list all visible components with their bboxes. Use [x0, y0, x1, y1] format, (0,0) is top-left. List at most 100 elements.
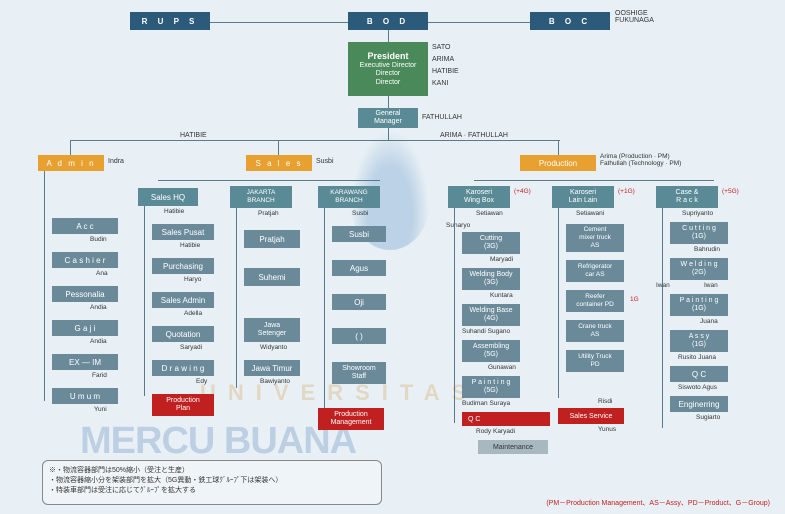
sales-admin: Sales Admin — [152, 292, 214, 308]
case-g: (+5G) — [722, 188, 739, 195]
kar-oji: Oji — [332, 294, 386, 310]
sales-admin-n: Adella — [184, 310, 202, 317]
admin-umum: U m u m — [52, 388, 118, 404]
president-l3: Director — [376, 70, 401, 78]
box-president: President Executive Director Director Di… — [348, 42, 428, 96]
jakarta-pratjah: Pratjah — [244, 230, 300, 248]
wing-sub: Sunaryo — [446, 222, 470, 229]
admin-exim: EX — IM — [52, 354, 118, 370]
line-prod-v — [558, 140, 559, 155]
lain-cement: Cement mixer truck AS — [566, 224, 624, 252]
sales-quot-n: Saryadi — [180, 344, 202, 351]
president-l4: Director — [376, 79, 401, 87]
lain-side: 1G — [630, 296, 639, 303]
karawang-branch: KARAWANG BRANCH — [318, 186, 380, 208]
case-cut: C u t t i n g (1G) — [670, 222, 728, 244]
sales-quot: Quotation — [152, 326, 214, 342]
line-admin-v — [70, 140, 71, 155]
sales-service-n: Yunus — [598, 426, 616, 433]
kar-agus: Agus — [332, 260, 386, 276]
lain-refrig: Refrigerator car AS — [566, 260, 624, 282]
sales-prodplan: Production Plan — [152, 394, 214, 416]
admin-umum-n: Yuni — [94, 406, 107, 413]
label-kani: KANI — [432, 80, 448, 87]
sales-draw-n: Edy — [196, 378, 207, 385]
box-admin: A d m i n — [38, 155, 104, 171]
jakarta-timur-n: Bawiyanto — [260, 378, 290, 385]
line-admin-col — [44, 171, 45, 401]
jakarta-suhemi: Suhemi — [244, 268, 300, 286]
prod-mgmt: Production Management — [318, 408, 384, 430]
line-saleshq-col — [144, 206, 145, 396]
line-sales-v — [278, 140, 279, 155]
lain-box: Karoseri Lain Lain — [552, 186, 614, 208]
lain-n: Setiawani — [576, 210, 604, 217]
lain-reefer: Reefer container PD — [566, 290, 624, 312]
box-gm: General Manager — [358, 108, 418, 128]
sales-draw: D r a w i n g — [152, 360, 214, 376]
case-qc: Q C — [670, 366, 728, 382]
label-gm-name: FATHULLAH — [422, 114, 462, 121]
case-box: Case & R a c k — [656, 186, 718, 208]
label-hatibie-line: HATIBIE — [180, 132, 207, 139]
footnote-box: ※・物流容器部門は50%縮小（受注と生産） ・物流容器縮小分を架装部門を拡大（5… — [42, 460, 382, 505]
wing-n: Setiawan — [476, 210, 503, 217]
admin-acc: A c c — [52, 218, 118, 234]
wing-weldbase-n: Suhandi Sugano — [462, 328, 510, 335]
admin-pess: Pessonalia — [52, 286, 118, 302]
label-iwan: Iwan — [656, 282, 670, 289]
kar-showroom: Showroom Staff — [332, 362, 386, 384]
label-arima: ARIMA — [432, 56, 454, 63]
case-cut-n: Bahrudin — [694, 246, 720, 253]
label-admin-head: Indra — [108, 158, 124, 165]
case-eng: Enginerring — [670, 396, 728, 412]
sales-hq: Sales HQ — [138, 188, 198, 206]
line-case-col — [662, 208, 663, 428]
line-gm-down — [388, 128, 389, 140]
wing-weldbody-n: Kuntara — [490, 292, 513, 299]
jakarta-setenger-n: Widyanto — [260, 344, 287, 351]
case-n: Supriyanto — [682, 210, 713, 217]
box-sales: S a l e s — [246, 155, 312, 171]
wing-assem-n: Gunawan — [488, 364, 516, 371]
line-jakarta-col — [236, 208, 237, 388]
wing-weldbase: Welding Base (4G) — [462, 304, 520, 326]
case-assy-n: Rusito Juana — [678, 354, 716, 361]
label-boc-names: OOSHIGE FUKUNAGA — [615, 10, 654, 24]
case-paint: P a i n t i n g (1G) — [670, 294, 728, 316]
case-assy: A s s y (1G) — [670, 330, 728, 352]
label-risdi: Risdi — [598, 398, 612, 405]
admin-gaji: G a j i — [52, 320, 118, 336]
line-lain-col — [558, 208, 559, 398]
fn1: ※・物流容器部門は50%縮小（受注と生産） — [49, 465, 375, 475]
box-maintenance: Maintenance — [478, 440, 548, 454]
line-prod-h — [474, 180, 714, 181]
sales-purch-n: Haryo — [184, 276, 201, 283]
watermark-mercubuana: MERCU BUANA — [80, 420, 356, 463]
box-sales-service: Sales Service — [558, 408, 624, 424]
lain-utility: Utility Truck PD — [566, 350, 624, 372]
qc-names: Rody Karyadi — [476, 428, 515, 435]
jakarta-n: Pratjah — [258, 210, 279, 217]
case-paint-n: Juana — [700, 318, 718, 325]
case-eng-n: Sugiarto — [696, 414, 720, 421]
jakarta-timur: Jawa Timur — [244, 360, 300, 376]
admin-pess-n: Andia — [90, 304, 107, 311]
admin-gaji-n: Andia — [90, 338, 107, 345]
prod-head-text: Arima (Production · PM) Fathullah (Techn… — [600, 153, 681, 167]
line-depts — [70, 140, 560, 141]
legend: (PM－Production Management、AS－Assy、PD－Pro… — [546, 498, 770, 508]
fn3: ・特装車部門は受注に応じてｸﾞﾙｰﾌﾟを拡大する — [49, 485, 375, 495]
sales-pusat-n: Hatibie — [180, 242, 200, 249]
box-production: Production — [520, 155, 596, 171]
kar-susbi: Susbi — [332, 226, 386, 242]
case-qc-n: Siswoto Agus — [678, 384, 717, 391]
label-prod-head: Arima (Production · PM) Fathullah (Techn… — [600, 153, 681, 167]
box-qc: Q C — [462, 412, 550, 426]
case-weld-n: Iwan — [704, 282, 718, 289]
line-wing-col — [454, 208, 455, 423]
line-bod-pres — [388, 30, 389, 42]
box-bod: B O D — [348, 12, 428, 30]
karawang-n: Susbi — [352, 210, 368, 217]
president-l2: Executive Director — [360, 62, 417, 70]
